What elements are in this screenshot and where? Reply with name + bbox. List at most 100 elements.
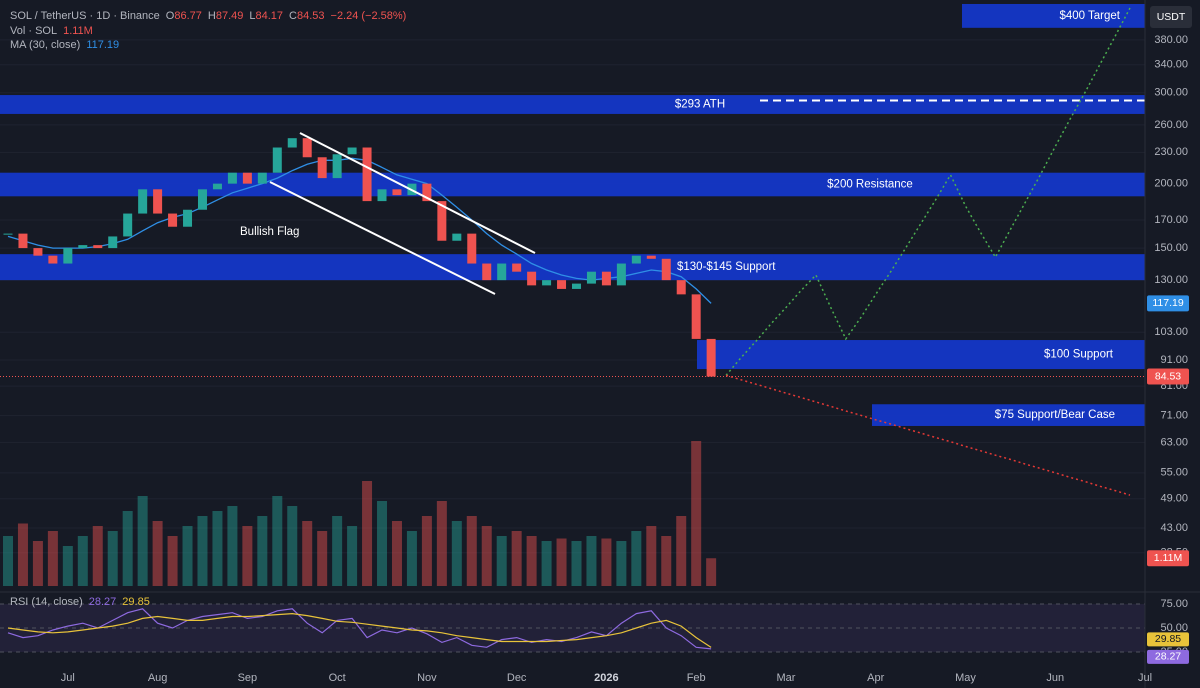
x-tick-label: Jul	[1138, 672, 1152, 684]
currency-box[interactable]	[1150, 6, 1192, 28]
volume-bar	[107, 531, 118, 586]
volume-bar	[62, 546, 73, 586]
y-tick-label: 260.00	[1154, 119, 1188, 131]
candle	[691, 294, 701, 339]
volume-bar	[347, 526, 358, 586]
rsi-line	[7, 612, 712, 648]
candle	[227, 172, 237, 184]
volume-bar	[242, 526, 253, 586]
zone-label: $293 ATH	[675, 99, 725, 111]
ohlc-label: C	[289, 10, 297, 22]
ohlc-value: 84.17	[256, 10, 284, 22]
candle	[168, 213, 178, 227]
candle	[452, 233, 462, 241]
volume-badge	[1147, 550, 1189, 567]
ma-legend: MA (30, close) 117.19	[10, 39, 119, 51]
candle	[18, 233, 28, 249]
x-tick-label: Feb	[687, 672, 706, 684]
volume-bar	[212, 511, 223, 586]
zone	[697, 340, 1145, 370]
rsi-badge	[1147, 649, 1189, 664]
candle	[183, 209, 193, 227]
candle	[197, 189, 207, 210]
ohlc-value: 87.49	[216, 10, 244, 22]
candle	[123, 213, 133, 237]
volume-bar	[511, 531, 522, 586]
volume-bar	[227, 506, 238, 586]
volume-bar	[616, 541, 627, 586]
x-tick-label: May	[955, 672, 976, 684]
candle	[347, 147, 357, 155]
candle	[586, 271, 596, 284]
volume-bar	[661, 536, 672, 586]
annotation: Bullish Flag	[240, 226, 299, 238]
candle	[153, 189, 163, 214]
candle	[616, 263, 626, 286]
volume-bar	[646, 526, 657, 586]
y-tick-label: 71.00	[1160, 410, 1188, 422]
volume-badge-label: 1.11M	[1154, 552, 1182, 564]
plot	[0, 3, 1145, 653]
volume-bar	[391, 521, 402, 586]
y-tick-label: 49.00	[1160, 493, 1188, 505]
y-tick-label: 63.00	[1160, 436, 1188, 448]
volume-bar	[47, 531, 58, 586]
rsi-ma-value: 29.85	[122, 596, 150, 608]
volume-bar	[77, 536, 88, 586]
candle	[3, 233, 13, 235]
ma-value: 117.19	[86, 39, 119, 51]
candle	[482, 263, 492, 281]
candle	[377, 189, 387, 202]
candle	[332, 154, 342, 179]
ohlc-label: O	[166, 10, 175, 22]
volume-bar	[436, 501, 447, 586]
candle	[78, 245, 88, 249]
volume-bar	[601, 538, 612, 586]
price-badge	[1147, 368, 1189, 385]
candle	[93, 245, 103, 249]
volume-bar	[287, 506, 298, 586]
volume-bar	[332, 516, 343, 586]
y-tick-label: 91.00	[1160, 354, 1188, 366]
zone-label: $100 Support	[1044, 349, 1114, 361]
volume-bar	[17, 523, 28, 586]
price-badge-label: 84.53	[1155, 370, 1181, 382]
y-tick-label: 380.00	[1154, 34, 1188, 46]
volume-label: Vol · SOL	[10, 25, 57, 37]
y-tick-label: 130.00	[1154, 274, 1188, 286]
y-tick-label: 103.00	[1154, 326, 1188, 338]
volume-value: 1.11M	[63, 25, 93, 37]
ma-badge	[1147, 295, 1189, 312]
candle	[512, 263, 522, 272]
volume-bar	[571, 541, 582, 586]
rsi-badge-label: 28.27	[1155, 651, 1181, 663]
volume-bar	[302, 521, 313, 586]
candle	[437, 201, 447, 241]
ohlc-value: 86.77	[174, 10, 202, 22]
volume-bar	[257, 516, 268, 586]
symbol: SOL / TetherUS · 1D · Binance	[10, 10, 160, 22]
candle	[422, 183, 432, 202]
candle	[467, 233, 477, 264]
zone-label: $130-$145 Support	[677, 261, 776, 273]
candle	[108, 236, 118, 249]
volume-bar	[32, 541, 43, 586]
candle	[392, 189, 402, 196]
ohlc-label: H	[208, 10, 216, 22]
candle	[317, 157, 327, 179]
zone	[0, 95, 1145, 114]
rsi-tick-label: 50.00	[1160, 622, 1188, 634]
currency[interactable]: USDT	[1157, 11, 1186, 23]
candle	[676, 280, 686, 295]
x-tick-label: Nov	[417, 672, 437, 684]
candle	[646, 255, 656, 259]
candle	[706, 338, 716, 377]
volume-bar	[631, 531, 642, 586]
y-tick-label: 200.00	[1154, 178, 1188, 190]
volume-legend: Vol · SOL 1.11M	[10, 25, 93, 37]
rsi-line	[7, 608, 712, 650]
candle	[362, 147, 372, 202]
x-tick-label: Sep	[238, 672, 258, 684]
x-tick-label: Jun	[1046, 672, 1064, 684]
flag-line	[269, 181, 496, 295]
